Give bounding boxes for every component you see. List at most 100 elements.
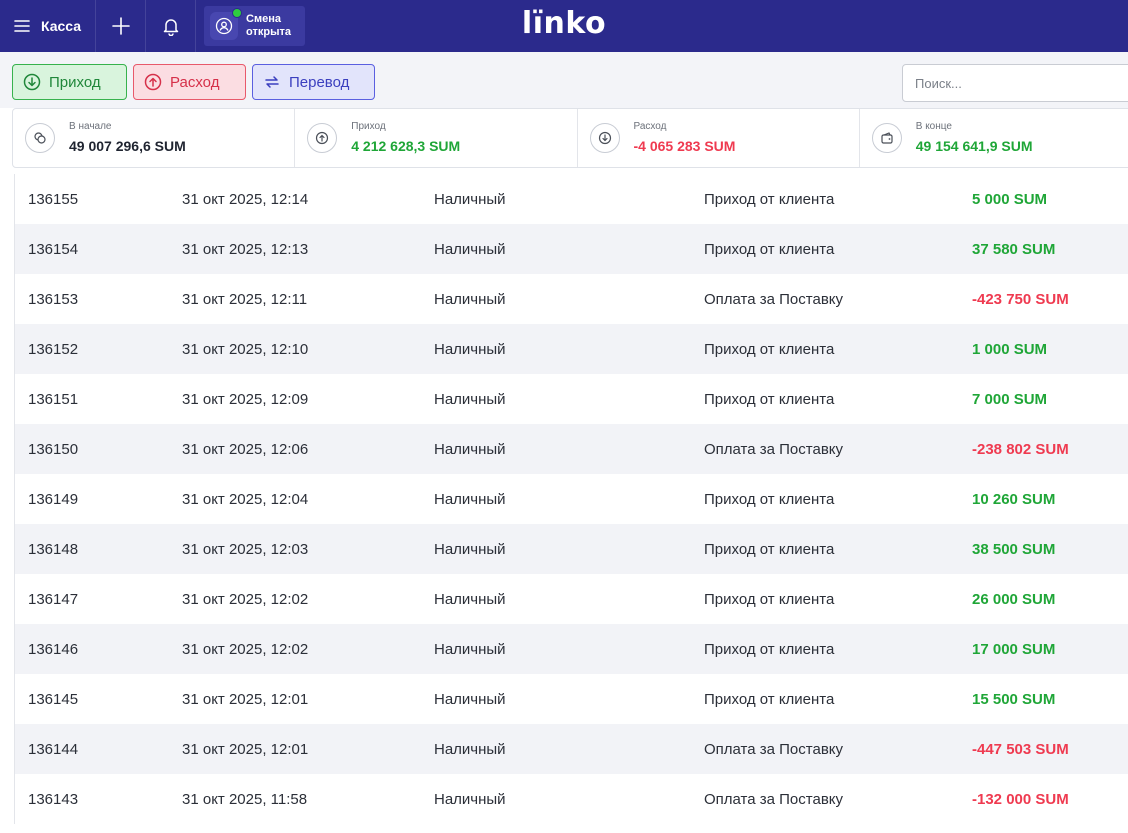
cell-id: 136155	[28, 190, 79, 208]
shift-label-line1: Смена	[246, 13, 281, 25]
cell-date: 31 окт 2025, 12:01	[182, 740, 309, 758]
cell-description: Приход от клиента	[704, 240, 835, 258]
shift-user-icon	[210, 8, 243, 40]
cell-payment-type: Наличный	[434, 590, 506, 608]
arrow-up-circle-icon	[144, 73, 162, 91]
cell-id: 136147	[28, 590, 79, 608]
table-row[interactable]: 136154 31 окт 2025, 12:13 Наличный Приход о…	[14, 224, 1128, 274]
transfer-button[interactable]: Перевод	[252, 64, 375, 100]
income-button[interactable]: Приход	[12, 64, 127, 100]
cell-payment-type: Наличный	[434, 190, 506, 208]
cell-date: 31 окт 2025, 12:02	[182, 590, 309, 608]
cell-payment-type: Наличный	[434, 440, 506, 458]
summary-expense-label: Расход	[633, 121, 667, 132]
cell-amount: 7 000 SUM	[972, 390, 1048, 408]
cell-date: 31 окт 2025, 12:13	[182, 240, 309, 258]
cell-date: 31 окт 2025, 12:02	[182, 640, 309, 658]
summary-end-label: В конце	[915, 121, 952, 132]
summary-start-value: 49 007 296,6 SUM	[69, 138, 186, 154]
table-row[interactable]: 136155 31 окт 2025, 12:14 Наличный Приход о…	[14, 174, 1128, 224]
cell-description: Приход от клиента	[704, 390, 835, 408]
cell-description: Оплата за Поставку	[704, 290, 844, 308]
table-row[interactable]: 136151 31 окт 2025, 12:09 Наличный Приход о…	[14, 374, 1128, 424]
transactions-table: 136155 31 окт 2025, 12:14 Наличный Приход о…	[14, 174, 1128, 824]
table-row[interactable]: 136153 31 окт 2025, 12:11 Наличный Оплата з…	[14, 274, 1128, 324]
cell-id: 136145	[28, 690, 79, 708]
transfer-arrows-icon	[265, 76, 279, 88]
summary-card-end: В конце 49 154 641,9 SUM	[860, 109, 1128, 167]
cell-amount: 26 000 SUM	[972, 590, 1056, 608]
cell-date: 31 окт 2025, 11:58	[182, 790, 308, 808]
cell-amount: 17 000 SUM	[972, 640, 1056, 658]
search-input[interactable]	[902, 64, 1128, 102]
cell-id: 136148	[28, 540, 79, 558]
cell-date: 31 окт 2025, 12:09	[182, 390, 309, 408]
arrow-down-circle-icon	[23, 73, 41, 91]
add-button[interactable]	[96, 0, 147, 52]
table-row[interactable]: 136147 31 окт 2025, 12:02 Наличный Приход о…	[14, 574, 1128, 624]
cell-id: 136144	[28, 740, 79, 758]
cell-amount: 37 580 SUM	[972, 240, 1056, 258]
table-row[interactable]: 136149 31 окт 2025, 12:04 Наличный Приход о…	[14, 474, 1128, 524]
cell-payment-type: Наличный	[434, 240, 506, 258]
cell-date: 31 окт 2025, 12:04	[182, 490, 309, 508]
cell-date: 31 окт 2025, 12:14	[182, 190, 309, 208]
shift-label-line2: открыта	[246, 26, 291, 38]
table-row[interactable]: 136144 31 окт 2025, 12:01 Наличный Оплата з…	[14, 724, 1128, 774]
cell-id: 136146	[28, 640, 79, 658]
cell-amount: -238 802 SUM	[972, 440, 1069, 458]
coins-icon	[25, 123, 55, 153]
cell-id: 136153	[28, 290, 79, 308]
table-row[interactable]: 136146 31 окт 2025, 12:02 Наличный Приход о…	[14, 624, 1128, 674]
summary-card-expense: Расход -4 065 283 SUM	[578, 109, 860, 167]
table-row[interactable]: 136145 31 окт 2025, 12:01 Наличный Приход о…	[14, 674, 1128, 724]
cell-payment-type: Наличный	[434, 640, 506, 658]
cell-date: 31 окт 2025, 12:10	[182, 340, 309, 358]
cell-description: Приход от клиента	[704, 640, 835, 658]
cell-date: 31 окт 2025, 12:11	[182, 290, 308, 308]
cell-description: Приход от клиента	[704, 590, 835, 608]
cell-description: Оплата за Поставку	[704, 790, 844, 808]
cell-amount: -447 503 SUM	[972, 740, 1069, 758]
shift-status-button[interactable]: Смена открыта	[204, 6, 305, 46]
menu-button[interactable]: Касса	[0, 0, 97, 52]
cell-description: Приход от клиента	[704, 340, 835, 358]
expense-button[interactable]: Расход	[133, 64, 246, 100]
cell-amount: -423 750 SUM	[972, 290, 1069, 308]
summary-start-label: В начале	[69, 121, 112, 132]
cell-amount: 1 000 SUM	[972, 340, 1048, 358]
arrow-down-circle-icon	[589, 123, 620, 153]
cell-id: 136152	[28, 340, 79, 358]
wallet-icon	[871, 123, 902, 153]
income-button-label: Приход	[49, 73, 101, 91]
summary-end-value: 49 154 641,9 SUM	[915, 138, 1033, 154]
cell-id: 136150	[28, 440, 79, 458]
cell-id: 136151	[28, 390, 79, 408]
summary-income-value: 4 212 628,3 SUM	[351, 138, 461, 154]
arrow-up-circle-icon	[307, 123, 338, 153]
cell-amount: -132 000 SUM	[972, 790, 1069, 808]
table-row[interactable]: 136148 31 окт 2025, 12:03 Наличный Приход о…	[14, 524, 1128, 574]
bell-icon	[163, 19, 178, 36]
cell-id: 136143	[28, 790, 79, 808]
linko-logo: lïnko	[521, 6, 607, 41]
cell-payment-type: Наличный	[434, 740, 506, 758]
cell-description: Оплата за Поставку	[704, 440, 844, 458]
transfer-button-label: Перевод	[289, 73, 350, 91]
summary-bar: В начале 49 007 296,6 SUM Приход 4 212 6…	[12, 108, 1128, 168]
action-bar: Приход Расход Перевод	[0, 52, 1128, 108]
cell-date: 31 окт 2025, 12:06	[182, 440, 309, 458]
cell-payment-type: Наличный	[434, 540, 506, 558]
notifications-button[interactable]	[146, 0, 197, 52]
online-status-dot	[232, 8, 243, 18]
cell-description: Приход от клиента	[704, 490, 835, 508]
table-row[interactable]: 136152 31 окт 2025, 12:10 Наличный Приход о…	[14, 324, 1128, 374]
cell-amount: 38 500 SUM	[972, 540, 1056, 558]
summary-expense-value: -4 065 283 SUM	[633, 138, 736, 154]
cell-payment-type: Наличный	[434, 390, 506, 408]
cell-payment-type: Наличный	[434, 490, 506, 508]
cell-description: Приход от клиента	[704, 540, 835, 558]
table-row[interactable]: 136150 31 окт 2025, 12:06 Наличный Оплата з…	[14, 424, 1128, 474]
table-row[interactable]: 136143 31 окт 2025, 11:58 Наличный Оплата з…	[14, 774, 1128, 824]
menu-label: Касса	[41, 18, 82, 34]
